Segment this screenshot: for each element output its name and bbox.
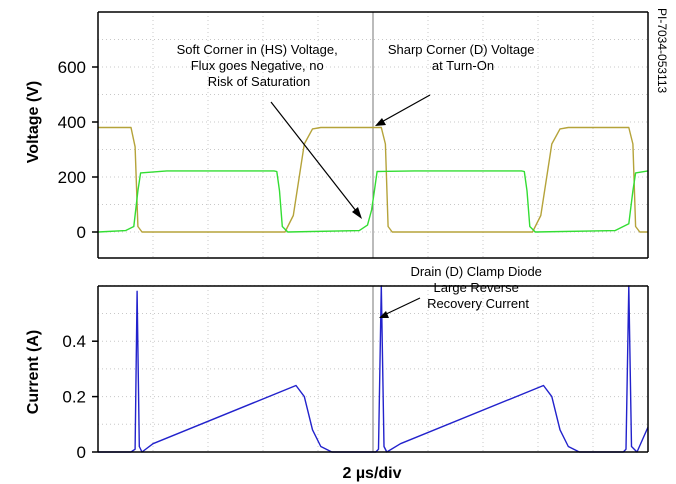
y-tick-label: 600: [58, 58, 86, 77]
voltage-series: [97, 126, 649, 233]
clamp-diode-annotation: Drain (D) Clamp Diode Large Reverse Reco…: [379, 264, 545, 318]
current-axis-title: Current (A): [25, 330, 42, 414]
clamp-diode-arrowhead-icon: [379, 311, 389, 318]
voltage-axis-title: Voltage (V): [25, 81, 42, 163]
x-axis-title: 2 µs/div: [342, 465, 401, 482]
sharp-corner-line-2: at Turn-On: [432, 58, 494, 73]
y-tick-label: 0: [77, 223, 86, 242]
svg-text:Sharp Corner (D) Voltage: Sharp Corner (D) Voltage at Turn-On: [388, 42, 538, 73]
svg-text:Drain (D) Clamp Diode: Drain (D) Clamp Diode Large Reverse Reco…: [410, 264, 545, 311]
soft-corner-line-1: Soft Corner in (HS) Voltage,: [177, 42, 338, 57]
soft-corner-arrowhead-icon: [352, 207, 362, 219]
voltage-axes: [97, 11, 649, 259]
sharp-corner-annotation: Sharp Corner (D) Voltage at Turn-On: [375, 42, 538, 126]
clamp-diode-line-2: Large Reverse: [434, 280, 519, 295]
soft-corner-arrow: [270, 101, 361, 217]
sharp-corner-arrow: [377, 94, 431, 125]
svg-text:Soft Corner in (HS) Voltage,: Soft Corner in (HS) Voltage, Flux goes N…: [177, 42, 342, 89]
soft-corner-line-2: Flux goes Negative, no: [191, 58, 324, 73]
soft-corner-line-3: Risk of Saturation: [208, 74, 311, 89]
y-tick-label: 0: [77, 443, 86, 462]
current-axes: [97, 285, 649, 453]
y-tick-label: 400: [58, 113, 86, 132]
clamp-diode-arrow: [381, 297, 421, 317]
voltage-trace-1: [97, 170, 649, 233]
current-chart: 0 0.2 0.4 Current (A) Drain (D) Clamp Diod…: [25, 264, 649, 482]
voltage-trace-0: [98, 126, 648, 233]
y-tick-label: 200: [58, 168, 86, 187]
sharp-corner-line-1: Sharp Corner (D) Voltage: [388, 42, 535, 57]
voltage-chart: 0 200 400 600 Voltage (V) Soft Corner in (H…: [25, 11, 649, 259]
voltage-y-ticks: 0 200 400 600: [58, 58, 98, 242]
y-tick-label: 0.2: [62, 388, 86, 407]
sharp-corner-arrowhead-icon: [375, 118, 386, 126]
current-y-ticks: 0 0.2 0.4: [62, 332, 98, 462]
clamp-diode-line-1: Drain (D) Clamp Diode: [410, 264, 541, 279]
y-tick-label: 0.4: [62, 332, 86, 351]
soft-corner-annotation: Soft Corner in (HS) Voltage, Flux goes N…: [177, 42, 362, 219]
current-grid: [98, 285, 648, 453]
reference-id: PI-7034-053113: [655, 8, 669, 94]
clamp-diode-line-3: Recovery Current: [427, 296, 529, 311]
voltage-grid: [98, 11, 648, 258]
